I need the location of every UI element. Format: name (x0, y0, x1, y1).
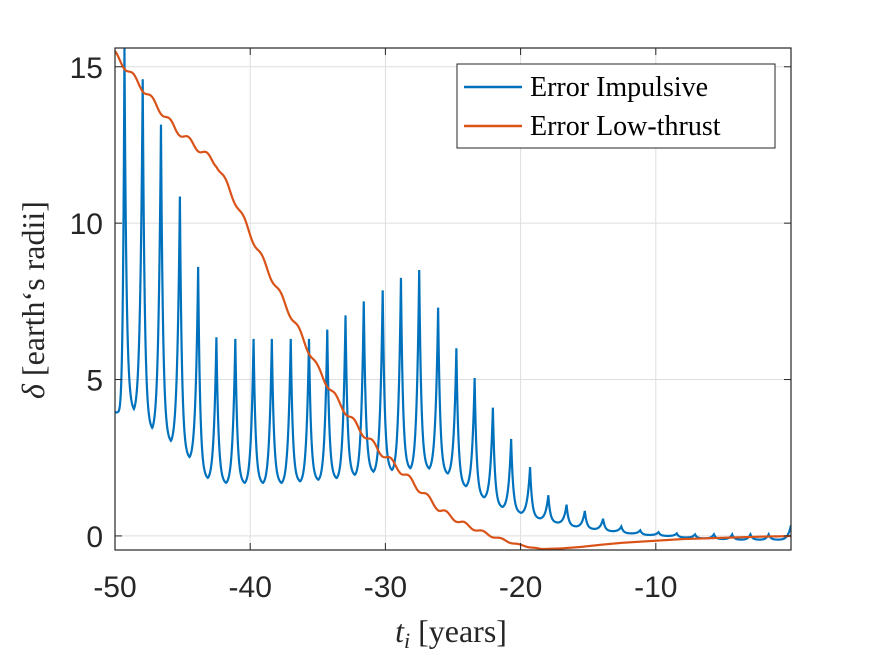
x-axis-label-text: [years] (410, 613, 507, 649)
series-low-thrust-line (115, 50, 791, 550)
legend-label-impulsive: Error Impulsive (530, 72, 708, 103)
series-impulsive-line (115, 48, 791, 541)
x-axis-label-symbol: t (395, 613, 405, 649)
x-tick-label: -20 (499, 571, 542, 604)
x-tick-label: -30 (364, 571, 407, 604)
y-axis-label-text: [earth‘s radii] (15, 201, 51, 384)
y-tick-label: 10 (70, 208, 103, 241)
legend-label-low-thrust: Error Low-thrust (530, 111, 721, 142)
x-tick-label: -50 (93, 571, 136, 604)
y-tick-label: 0 (86, 521, 103, 554)
axes-box (114, 47, 792, 551)
x-tick-label: -10 (634, 571, 677, 604)
x-tick-label: -40 (229, 571, 272, 604)
x-axis-label: ti [years] (395, 613, 507, 653)
y-tick-labels: 0 5 10 15 (70, 52, 103, 554)
x-axis-label-subscript: i (404, 628, 410, 653)
tick-marks (114, 48, 791, 550)
x-tick-labels: -50 -40 -30 -20 -10 (93, 571, 677, 604)
y-axis-label-symbol: δ (15, 383, 51, 399)
y-tick-label: 15 (70, 52, 103, 85)
series-layer (115, 48, 791, 550)
legend-box (456, 63, 776, 149)
y-axis-label: δ [earth‘s radii] (15, 201, 51, 399)
legend: Error Impulsive Error Low-thrust (456, 63, 776, 149)
y-tick-label: 5 (86, 365, 103, 398)
